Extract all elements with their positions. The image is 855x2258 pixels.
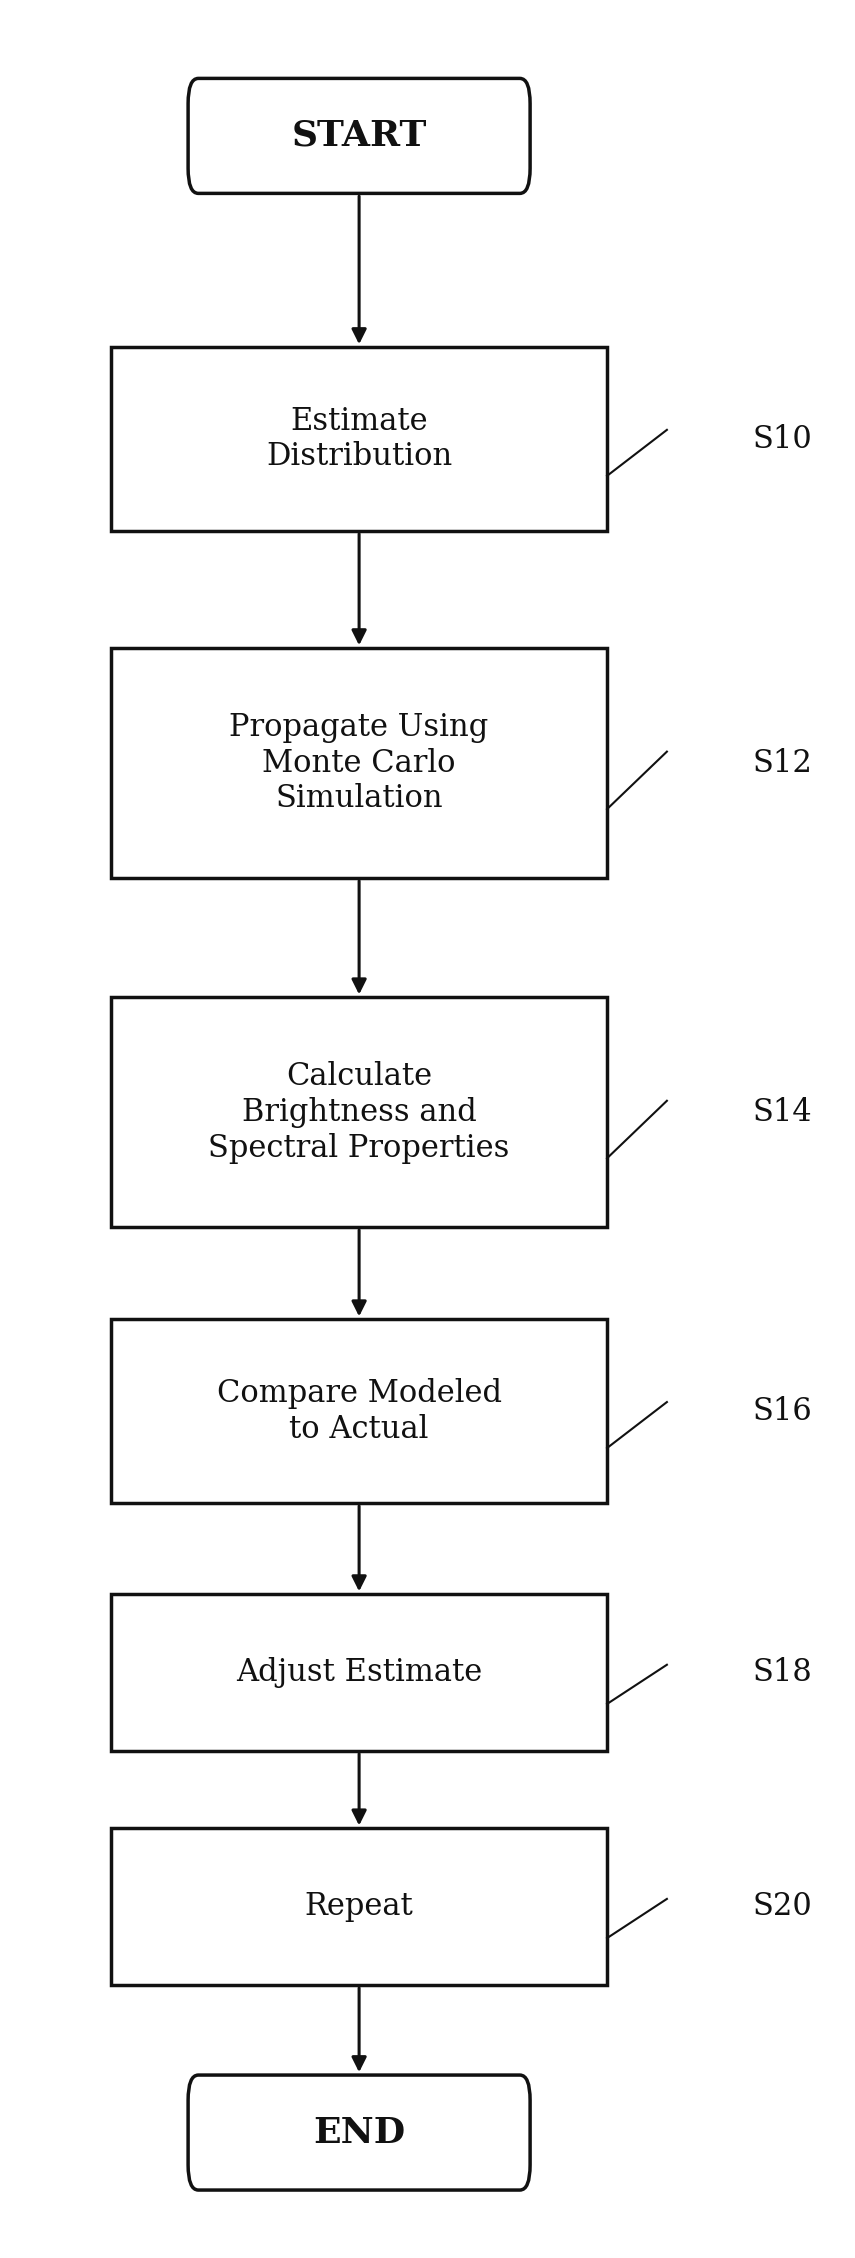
Text: Compare Modeled
to Actual: Compare Modeled to Actual	[216, 1377, 502, 1445]
Text: Estimate
Distribution: Estimate Distribution	[266, 406, 452, 472]
Bar	[111, 1319, 607, 1504]
Text: Calculate
Brightness and
Spectral Properties: Calculate Brightness and Spectral Proper…	[209, 1061, 510, 1163]
Bar	[111, 1829, 607, 1985]
Text: S10: S10	[752, 425, 812, 454]
Text: S12: S12	[752, 747, 812, 779]
Text: END: END	[313, 2116, 405, 2150]
Text: START: START	[292, 120, 427, 154]
FancyBboxPatch shape	[188, 2075, 530, 2190]
Text: Repeat: Repeat	[304, 1892, 414, 1922]
FancyBboxPatch shape	[188, 79, 530, 194]
Text: Propagate Using
Monte Carlo
Simulation: Propagate Using Monte Carlo Simulation	[229, 711, 489, 815]
Text: S16: S16	[752, 1395, 812, 1427]
Text: S18: S18	[752, 1657, 812, 1689]
Text: Adjust Estimate: Adjust Estimate	[236, 1657, 482, 1689]
Text: S20: S20	[752, 1892, 812, 1922]
Bar	[111, 348, 607, 531]
Bar	[111, 998, 607, 1228]
Bar	[111, 1594, 607, 1750]
Text: S14: S14	[752, 1097, 812, 1127]
Bar	[111, 648, 607, 878]
